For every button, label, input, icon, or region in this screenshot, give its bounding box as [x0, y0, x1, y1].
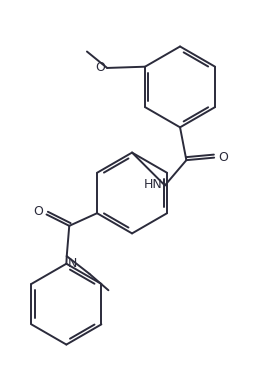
Text: N: N [68, 257, 77, 271]
Text: O: O [33, 205, 43, 218]
Text: HN: HN [144, 178, 162, 191]
Text: O: O [95, 61, 105, 74]
Text: O: O [218, 151, 228, 164]
